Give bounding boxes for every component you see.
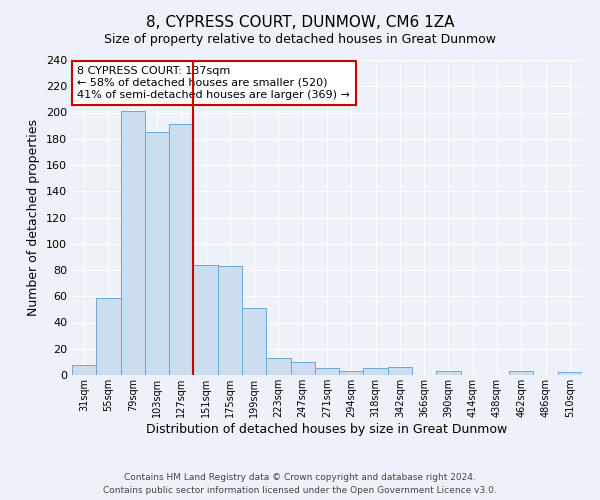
Text: 8, CYPRESS COURT, DUNMOW, CM6 1ZA: 8, CYPRESS COURT, DUNMOW, CM6 1ZA bbox=[146, 15, 454, 30]
Bar bbox=[558, 372, 582, 375]
Bar bbox=[339, 371, 364, 375]
Bar bbox=[218, 266, 242, 375]
Y-axis label: Number of detached properties: Number of detached properties bbox=[28, 119, 40, 316]
Bar bbox=[169, 124, 193, 375]
Bar bbox=[436, 371, 461, 375]
Bar bbox=[364, 368, 388, 375]
Bar bbox=[509, 371, 533, 375]
Bar bbox=[266, 358, 290, 375]
Bar bbox=[121, 111, 145, 375]
Text: Contains HM Land Registry data © Crown copyright and database right 2024.
Contai: Contains HM Land Registry data © Crown c… bbox=[103, 474, 497, 495]
Bar bbox=[242, 308, 266, 375]
Bar bbox=[145, 132, 169, 375]
Bar bbox=[193, 265, 218, 375]
Text: Size of property relative to detached houses in Great Dunmow: Size of property relative to detached ho… bbox=[104, 32, 496, 46]
Bar bbox=[96, 298, 121, 375]
Bar bbox=[315, 368, 339, 375]
Text: 8 CYPRESS COURT: 137sqm
← 58% of detached houses are smaller (520)
41% of semi-d: 8 CYPRESS COURT: 137sqm ← 58% of detache… bbox=[77, 66, 350, 100]
X-axis label: Distribution of detached houses by size in Great Dunmow: Distribution of detached houses by size … bbox=[146, 422, 508, 436]
Bar bbox=[388, 367, 412, 375]
Bar bbox=[72, 364, 96, 375]
Bar bbox=[290, 362, 315, 375]
